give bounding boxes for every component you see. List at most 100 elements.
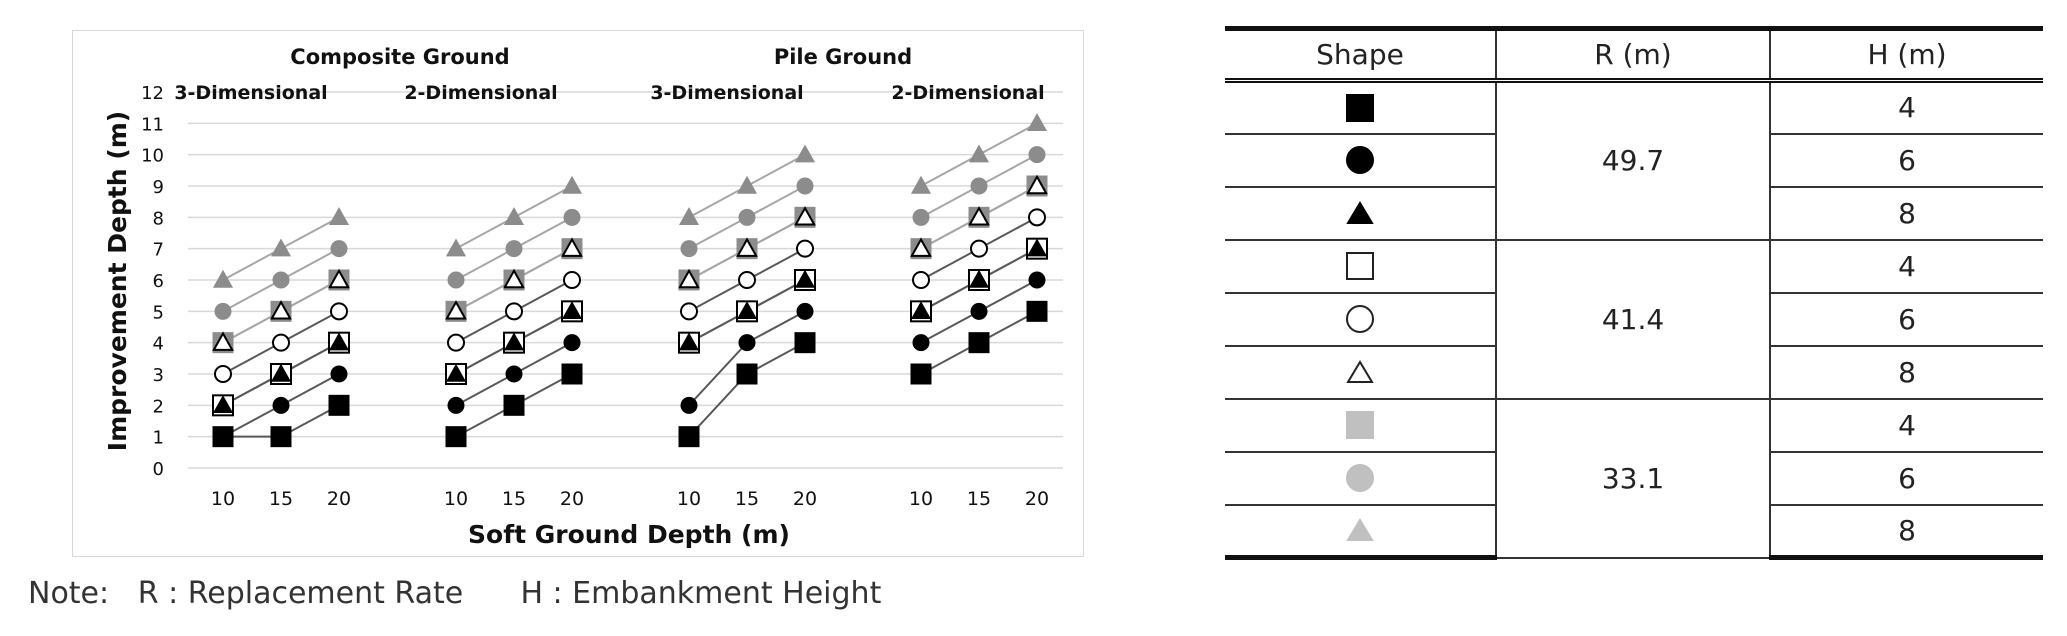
note-prefix: Note: bbox=[28, 576, 110, 611]
data-point-open-circle bbox=[912, 271, 930, 289]
data-point-open-circle bbox=[214, 365, 232, 383]
gray-triangle-icon bbox=[1346, 518, 1374, 542]
data-point-gray-circle bbox=[1028, 146, 1046, 164]
y-tick-label: 11 bbox=[141, 114, 164, 135]
x-tick-label: 15 bbox=[967, 488, 991, 510]
series-line-filled-circle bbox=[688, 310, 806, 407]
data-point-gray-circle bbox=[272, 271, 290, 289]
data-point-open-triangle bbox=[212, 331, 234, 351]
data-point-gray-triangle bbox=[736, 175, 758, 194]
data-point-open-triangle bbox=[794, 206, 816, 226]
replacement-rate-cell: 49.7 bbox=[1495, 80, 1771, 241]
data-point-gray-triangle bbox=[1026, 113, 1048, 132]
data-point-open-circle bbox=[505, 302, 523, 321]
legend-row: 8 bbox=[1225, 504, 2043, 560]
data-point-open-triangle bbox=[736, 237, 758, 257]
data-point-filled-triangle bbox=[678, 332, 700, 351]
embankment-height-cell: 8 bbox=[1769, 345, 2043, 400]
data-point-open-triangle bbox=[1026, 174, 1048, 195]
data-point-filled-circle bbox=[447, 396, 465, 414]
panel-plot bbox=[910, 113, 1048, 385]
legend-row: 33.1 4 bbox=[1225, 398, 2043, 559]
data-point-open-triangle bbox=[561, 237, 583, 257]
data-point-gray-circle bbox=[796, 177, 814, 195]
embankment-height-cell: 4 bbox=[1769, 80, 2043, 135]
x-tick-label: 20 bbox=[560, 488, 584, 510]
data-point-filled-square bbox=[1026, 300, 1048, 322]
gridlines bbox=[188, 91, 1063, 469]
data-point-gray-triangle bbox=[503, 207, 525, 226]
data-point-gray-triangle bbox=[910, 175, 932, 194]
embankment-height-cell: 4 bbox=[1769, 398, 2043, 453]
data-point-filled-square bbox=[270, 426, 292, 448]
data-point-filled-circle bbox=[680, 396, 698, 414]
shape-cell bbox=[1225, 504, 1497, 560]
y-tick-label: 9 bbox=[153, 177, 164, 198]
data-point-filled-circle bbox=[214, 428, 232, 446]
shape-cell bbox=[1225, 239, 1497, 294]
data-point-open-triangle bbox=[445, 300, 467, 320]
data-point-open-circle bbox=[563, 271, 581, 289]
embankment-height-cell: 4 bbox=[1769, 239, 2043, 294]
x-tick-label: 20 bbox=[793, 488, 817, 510]
data-point-filled-triangle bbox=[1026, 238, 1048, 257]
data-point-gray-triangle bbox=[212, 269, 234, 288]
data-point-filled-circle bbox=[912, 334, 930, 352]
data-point-filled-square bbox=[561, 363, 583, 385]
gray-square-icon bbox=[1346, 411, 1374, 439]
x-tick-label: 15 bbox=[502, 488, 526, 510]
data-point-filled-triangle bbox=[736, 301, 758, 320]
y-tick-label: 2 bbox=[153, 396, 164, 417]
data-point-gray-circle bbox=[447, 271, 465, 289]
legend-row: 8 bbox=[1225, 186, 2043, 241]
x-tick-label: 10 bbox=[909, 488, 933, 510]
data-point-filled-circle bbox=[1028, 271, 1046, 289]
data-point-open-circle bbox=[738, 271, 756, 289]
embankment-height-cell: 6 bbox=[1769, 133, 2043, 188]
x-tick-label: 20 bbox=[327, 488, 351, 510]
legend-header-row: Shape R (m) H (m) bbox=[1225, 28, 2043, 83]
data-point-gray-triangle bbox=[270, 238, 292, 257]
open-triangle-icon bbox=[1346, 360, 1374, 383]
data-point-gray-triangle bbox=[445, 238, 467, 257]
data-point-gray-circle bbox=[912, 208, 930, 226]
data-point-gray-triangle bbox=[968, 144, 990, 163]
data-point-open-triangle bbox=[910, 237, 932, 257]
embankment-height-cell: 6 bbox=[1769, 292, 2043, 347]
data-point-filled-circle bbox=[738, 334, 756, 352]
data-point-gray-circle bbox=[505, 240, 523, 258]
shape-cell bbox=[1225, 80, 1497, 135]
filled-triangle-icon bbox=[1346, 201, 1374, 224]
data-point-open-triangle bbox=[968, 206, 990, 226]
legend-row: 6 bbox=[1225, 133, 2043, 188]
data-point-filled-square bbox=[736, 363, 758, 385]
replacement-rate-cell: 33.1 bbox=[1495, 398, 1771, 559]
note-h-definition: H : Embankment Height bbox=[520, 576, 882, 611]
data-point-filled-triangle bbox=[794, 269, 816, 288]
data-point-filled-circle bbox=[272, 396, 290, 414]
x-tick-label: 15 bbox=[269, 488, 293, 510]
data-point-gray-circle bbox=[970, 177, 988, 195]
data-point-filled-circle bbox=[330, 365, 348, 383]
data-point-gray-circle bbox=[738, 208, 756, 226]
legend-row: 49.7 4 bbox=[1225, 80, 2043, 241]
data-point-filled-triangle bbox=[270, 363, 292, 382]
data-point-open-circle bbox=[796, 239, 814, 258]
shape-legend-table: Shape R (m) H (m) 49.7 4 6 8 41.4 4 6 8 33.1 4 6 8 bbox=[1225, 26, 2043, 560]
y-tick-label: 8 bbox=[153, 208, 164, 229]
y-tick-label: 6 bbox=[153, 271, 164, 292]
data-point-gray-triangle bbox=[678, 207, 700, 226]
x-tick-label: 20 bbox=[1025, 488, 1049, 510]
x-tick-label: 10 bbox=[211, 488, 235, 510]
header-h: H (m) bbox=[1769, 28, 2043, 83]
x-tick-label: 10 bbox=[677, 488, 701, 510]
data-point-gray-circle bbox=[330, 240, 348, 258]
data-point-filled-square bbox=[968, 332, 990, 354]
panel-label: 3-Dimensional bbox=[650, 82, 803, 104]
y-tick-label: 3 bbox=[153, 365, 164, 386]
y-tick-label: 0 bbox=[153, 459, 164, 480]
data-point-filled-square bbox=[503, 394, 525, 416]
y-axis-label: Improvement Depth (m) bbox=[103, 111, 132, 451]
open-circle-icon bbox=[1346, 305, 1374, 333]
y-tick-label: 4 bbox=[153, 334, 164, 355]
